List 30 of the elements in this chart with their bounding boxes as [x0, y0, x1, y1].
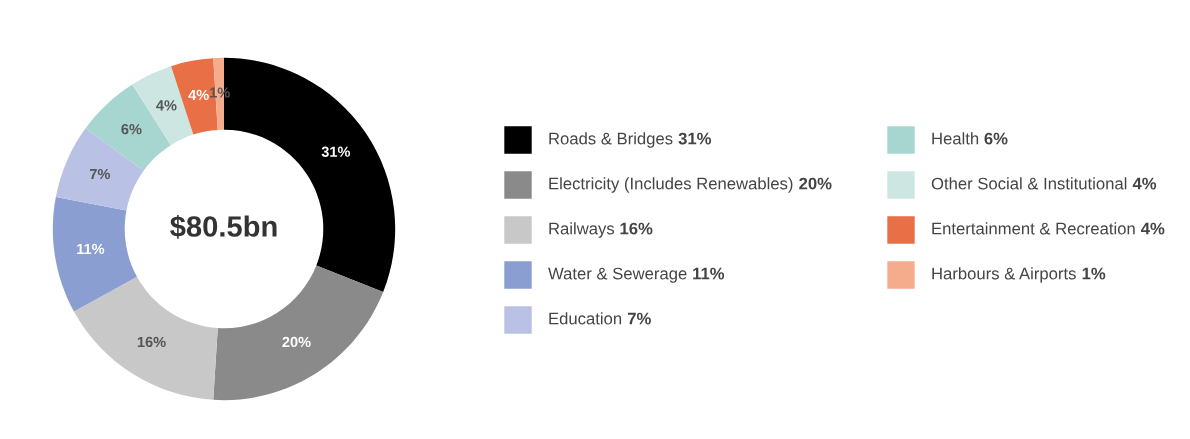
donut-slice [213, 265, 384, 401]
text: $80.5bn [170, 214, 277, 239]
legend-label: Harbours & Airports [932, 267, 1076, 283]
legend-label: Health [932, 132, 979, 145]
donut-slice [52, 196, 137, 312]
data-label: 31% [321, 146, 351, 157]
data-label: 11% [77, 243, 105, 255]
text: 7% [627, 312, 651, 325]
text: 11% [693, 267, 725, 280]
text: 6% [984, 132, 1008, 145]
legend-label: Roads & Bridges [549, 132, 673, 148]
legend-label: Railways [549, 222, 615, 238]
legend-label: Entertainment & Recreation [932, 222, 1135, 235]
text: 1% [1082, 267, 1106, 280]
text: 16% [620, 222, 653, 235]
donut-slice [73, 276, 218, 400]
data-label: 4% [188, 89, 209, 101]
legend-label: Electricity (Includes Renewables) [549, 177, 793, 193]
legend-label: Education [549, 312, 622, 325]
text: 4% [1132, 177, 1157, 190]
data-label: 6% [121, 124, 142, 135]
legend-label: Other Social & Institutional [931, 177, 1127, 190]
data-label: 4% [156, 100, 177, 111]
legend-label: Water & Sewerage [548, 267, 687, 283]
data-label: 16% [137, 336, 166, 348]
text: 31% [678, 132, 712, 145]
data-label: 7% [89, 168, 111, 180]
text: 20% [799, 177, 832, 190]
data-label: 20% [282, 336, 311, 348]
text: 4% [1141, 222, 1165, 235]
